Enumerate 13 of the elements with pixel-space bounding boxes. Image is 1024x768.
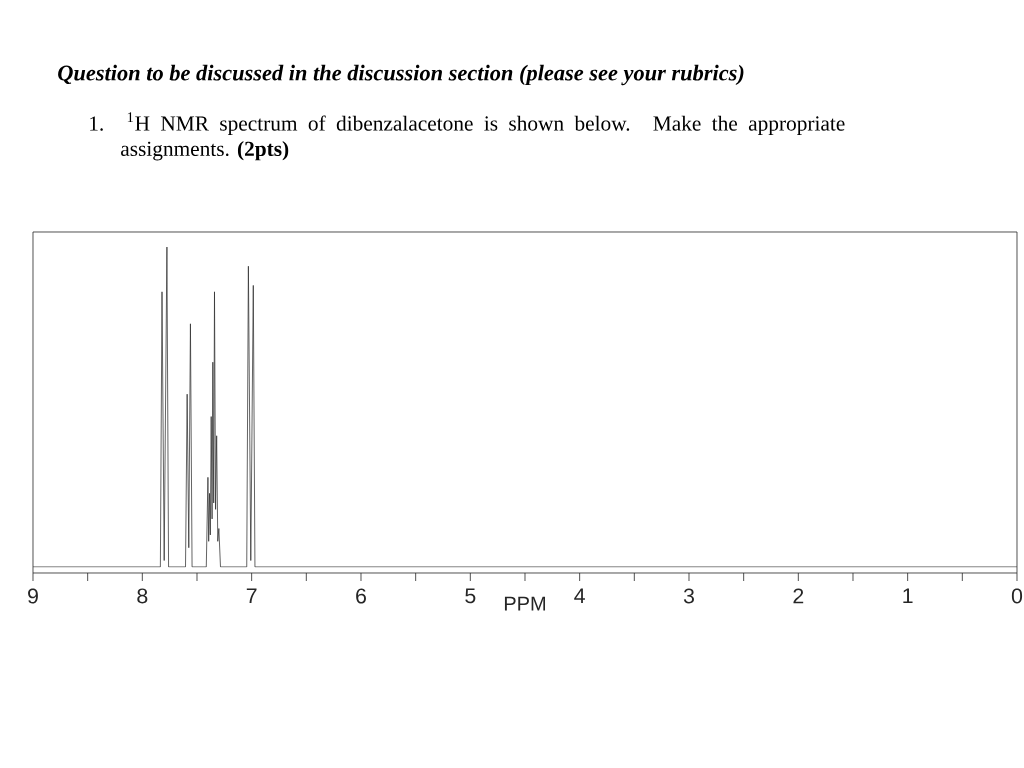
x-tick-label: 8 xyxy=(137,588,148,604)
x-tick-label: 1 xyxy=(903,588,913,604)
x-tick-label: 3 xyxy=(683,588,694,604)
x-tick-label: 0 xyxy=(1011,588,1023,604)
chart-title: Question to be discussed in the discussion section (please see your rubrics) xyxy=(58,64,744,86)
chart-subtitle: 1. $^{1}$H NMR spectrum of dibenzalacetone is shown below. Make the appropriate assignments. (2pts) xyxy=(90,112,845,161)
x-tick-label: 2 xyxy=(793,588,804,604)
x-axis-title: PPM xyxy=(504,596,546,611)
x-tick-label: 5 xyxy=(465,588,476,604)
x-tick-label: 4 xyxy=(574,588,585,604)
x-tick-label: 9 xyxy=(28,588,38,604)
x-tick-label: 6 xyxy=(356,588,366,604)
x-tick-label: 7 xyxy=(246,588,257,604)
